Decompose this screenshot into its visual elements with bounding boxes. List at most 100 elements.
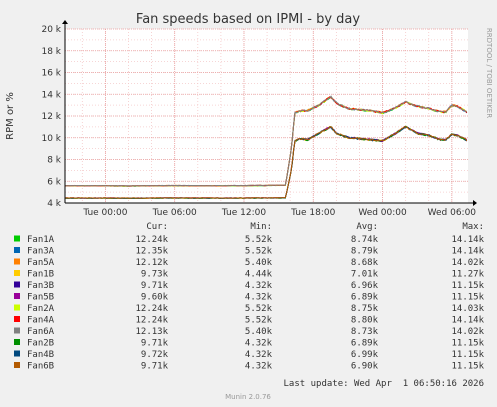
- legend-value-max: 14.02k: [451, 327, 484, 337]
- legend-row: Fan6B 9.71k 4.32k 6.90k 11.15k: [14, 362, 485, 372]
- x-tick-label: Tue 18:00: [290, 208, 335, 218]
- y-tick-label: 10 k: [41, 134, 61, 144]
- legend-value-cur: 12.24k: [135, 235, 168, 245]
- legend-series-name: Fan1A: [27, 235, 55, 245]
- legend-row: Fan6A 12.13k 5.40k 8.73k 14.02k: [14, 327, 485, 337]
- legend-value-cur: 12.12k: [135, 258, 168, 268]
- legend-value-min: 5.40k: [245, 327, 273, 337]
- legend-row: Fan5A 12.12k 5.40k 8.68k 14.02k: [14, 258, 485, 268]
- legend-value-avg: 7.01k: [351, 270, 379, 280]
- legend-value-avg: 8.68k: [351, 258, 379, 268]
- x-tick-label: Wed 00:00: [358, 208, 407, 218]
- legend-swatch: [14, 362, 20, 368]
- legend-header-avg: Avg:: [356, 222, 378, 232]
- legend-value-cur: 9.71k: [141, 281, 169, 291]
- chart-title: Fan speeds based on IPMI - by day: [136, 12, 360, 27]
- y-tick-label: 20 k: [41, 25, 61, 35]
- legend-value-min: 4.32k: [245, 350, 273, 360]
- legend-value-min: 4.32k: [245, 362, 273, 372]
- legend-value-max: 11.15k: [451, 362, 484, 372]
- legend-value-max: 14.14k: [451, 316, 484, 326]
- legend-value-cur: 12.24k: [135, 316, 168, 326]
- legend-series-name: Fan3B: [27, 281, 54, 291]
- legend-value-min: 4.32k: [245, 339, 273, 349]
- legend-value-avg: 8.75k: [351, 304, 379, 314]
- legend-swatch: [14, 293, 20, 299]
- legend-value-min: 4.44k: [245, 270, 273, 280]
- legend-value-min: 5.52k: [245, 304, 273, 314]
- legend-swatch: [14, 281, 20, 288]
- legend-value-max: 11.15k: [451, 339, 484, 349]
- legend-value-avg: 6.96k: [351, 281, 379, 291]
- y-tick-label: 4 k: [47, 199, 62, 209]
- legend-value-max: 11.15k: [451, 281, 484, 291]
- legend-value-max: 11.15k: [451, 350, 484, 360]
- y-axis-label: RPM or %: [5, 92, 16, 140]
- y-tick-label: 18 k: [41, 47, 61, 57]
- series-lines: [64, 95, 468, 200]
- legend-value-min: 5.52k: [245, 316, 273, 326]
- legend-swatch: [14, 316, 20, 322]
- y-axis-arrow-icon: [62, 20, 68, 24]
- legend-value-avg: 6.99k: [351, 350, 379, 360]
- legend-swatch: [14, 339, 20, 345]
- legend-series-name: Fan3A: [27, 247, 55, 257]
- legend-header-min: Min:: [250, 222, 272, 232]
- legend-value-cur: 12.35k: [135, 247, 168, 257]
- legend-value-cur: 9.60k: [141, 293, 169, 303]
- legend-swatch: [14, 350, 20, 357]
- legend-series-name: Fan6A: [27, 327, 55, 337]
- legend-series-name: Fan4A: [27, 316, 55, 326]
- x-tick-label: Wed 06:00: [428, 208, 477, 218]
- legend-value-max: 14.14k: [451, 235, 484, 245]
- y-tick-label: 12 k: [41, 112, 61, 122]
- legend-value-cur: 9.73k: [141, 270, 169, 280]
- legend-value-min: 5.52k: [245, 247, 273, 257]
- x-axis-arrow-icon: [473, 200, 477, 206]
- legend-value-avg: 6.89k: [351, 293, 379, 303]
- legend-series-name: Fan6B: [27, 362, 54, 372]
- legend-series-name: Fan4B: [27, 350, 54, 360]
- legend-value-avg: 6.90k: [351, 362, 379, 372]
- legend-row: Fan5B 9.60k 4.32k 6.89k 11.15k: [14, 293, 485, 303]
- legend-swatch: [14, 258, 20, 265]
- y-tick-label: 16 k: [41, 69, 61, 79]
- legend-row: Fan2B 9.71k 4.32k 6.89k 11.15k: [14, 339, 485, 349]
- legend-value-avg: 8.79k: [351, 247, 379, 257]
- last-update-text: Last update: Wed Apr 1 06:50:16 2026: [284, 379, 484, 389]
- x-tick-labels: Tue 00:00 Tue 06:00 Tue 12:00 Tue 18:00 Wed …: [82, 208, 476, 218]
- legend-value-avg: 8.80k: [351, 316, 379, 326]
- legend-value-cur: 9.72k: [141, 350, 169, 360]
- legend-value-cur: 12.13k: [135, 327, 168, 337]
- legend-value-max: 11.27k: [451, 270, 484, 280]
- legend-value-max: 14.02k: [451, 258, 484, 268]
- legend-value-avg: 6.89k: [351, 339, 379, 349]
- series-line-fan6b: [64, 125, 468, 199]
- legend-value-max: 14.14k: [451, 247, 484, 257]
- legend: Cur: Min: Avg: Max: Fan1A 12.24k 5.52k 8.74k 14.…: [14, 222, 485, 372]
- y-tick-label: 8 k: [47, 156, 62, 166]
- legend-swatch: [14, 235, 20, 242]
- side-watermark-label: RRDTOOL / TOBI OETIKER: [485, 28, 493, 118]
- legend-series-name: Fan2A: [27, 304, 55, 314]
- axes: [62, 20, 477, 206]
- x-tick-label: Tue 00:00: [82, 208, 127, 218]
- legend-row: Fan2A 12.24k 5.52k 8.75k 14.03k: [14, 304, 485, 314]
- legend-value-min: 5.40k: [245, 258, 273, 268]
- legend-value-avg: 8.73k: [351, 327, 379, 337]
- legend-swatch: [14, 270, 20, 276]
- legend-row: Fan1B 9.73k 4.44k 7.01k 11.27k: [14, 270, 485, 280]
- legend-series-name: Fan1B: [27, 270, 54, 280]
- legend-swatch: [14, 304, 20, 311]
- legend-value-min: 4.32k: [245, 281, 273, 291]
- legend-row: Fan4A 12.24k 5.52k 8.80k 14.14k: [14, 316, 485, 326]
- grid: [65, 28, 468, 204]
- legend-value-cur: 9.71k: [141, 339, 169, 349]
- y-tick-labels: 4 k 6 k 8 k 10 k 12 k 14 k 16 k 18 k 20 k: [41, 25, 61, 209]
- legend-row: Fan1A 12.24k 5.52k 8.74k 14.14k: [14, 235, 485, 245]
- legend-swatch: [14, 247, 20, 253]
- legend-value-max: 14.03k: [451, 304, 484, 314]
- legend-row: Fan4B 9.72k 4.32k 6.99k 11.15k: [14, 350, 485, 360]
- legend-value-min: 5.52k: [245, 235, 273, 245]
- y-tick-label: 14 k: [41, 90, 61, 100]
